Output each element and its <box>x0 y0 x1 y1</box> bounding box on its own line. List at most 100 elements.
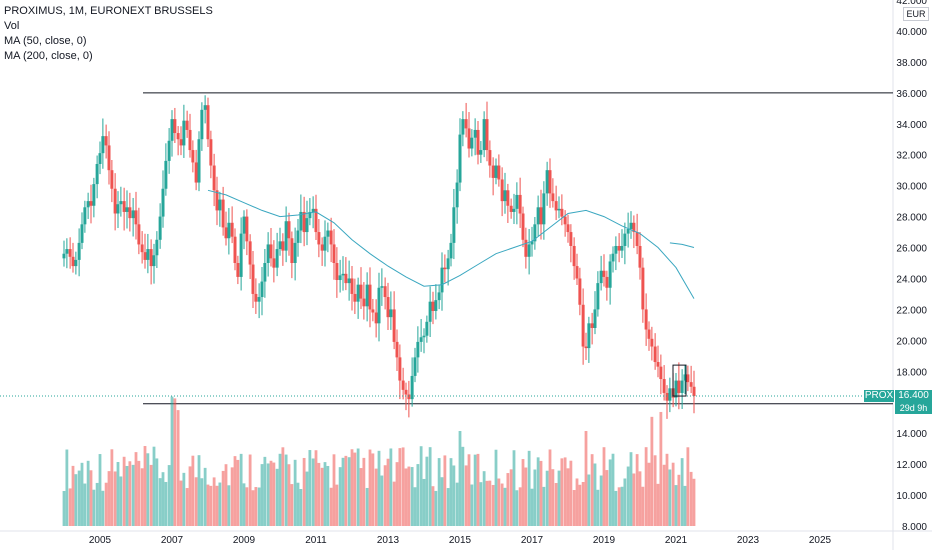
candle-body[interactable] <box>254 293 258 302</box>
candle-body[interactable] <box>665 392 669 401</box>
candle-body[interactable] <box>566 224 570 233</box>
candle-body[interactable] <box>530 241 534 245</box>
candle-body[interactable] <box>260 281 264 298</box>
candle-body[interactable] <box>182 120 186 146</box>
candle-body[interactable] <box>185 120 189 130</box>
candle-body[interactable] <box>434 300 438 311</box>
candle-body[interactable] <box>281 241 285 251</box>
candle-body[interactable] <box>518 194 522 214</box>
candle-body[interactable] <box>446 258 450 270</box>
indicator-ma50-label[interactable]: MA (50, close, 0) <box>4 35 87 47</box>
candle-body[interactable] <box>275 249 279 268</box>
candle-body[interactable] <box>620 245 624 251</box>
candle-body[interactable] <box>608 261 612 288</box>
candle-body[interactable] <box>479 150 483 155</box>
currency-label[interactable]: EUR <box>903 7 929 21</box>
candle-body[interactable] <box>506 190 510 206</box>
price-axis[interactable]: 42.000 40.000 38.000 36.000 34.000 32.000 30.0… <box>896 0 927 533</box>
candle-body[interactable] <box>413 357 417 376</box>
candle-body[interactable] <box>89 201 93 206</box>
candle-body[interactable] <box>104 136 108 146</box>
candle-body[interactable] <box>266 244 270 263</box>
candle-body[interactable] <box>614 245 618 254</box>
candle-body[interactable] <box>644 309 648 330</box>
candle-body[interactable] <box>404 389 408 395</box>
candle-body[interactable] <box>467 128 471 149</box>
candle-body[interactable] <box>209 139 213 166</box>
candle-body[interactable] <box>71 256 75 267</box>
candle-body[interactable] <box>257 297 261 302</box>
candle-body[interactable] <box>125 207 129 212</box>
candle-body[interactable] <box>98 153 102 164</box>
candle-body[interactable] <box>113 188 117 214</box>
candle-body[interactable] <box>119 201 123 205</box>
candle-body[interactable] <box>629 222 633 229</box>
candle-body[interactable] <box>140 244 144 253</box>
candle-body[interactable] <box>437 292 441 301</box>
candle-body[interactable] <box>212 165 216 191</box>
candle-body[interactable] <box>239 233 243 277</box>
candle-body[interactable] <box>536 207 540 225</box>
candle-body[interactable] <box>389 309 393 318</box>
candle-body[interactable] <box>386 297 390 318</box>
candle-body[interactable] <box>356 284 360 302</box>
candle-body[interactable] <box>527 244 531 257</box>
candle-body[interactable] <box>476 129 480 155</box>
candle-body[interactable] <box>584 346 588 349</box>
candle-body[interactable] <box>485 119 489 151</box>
candle-body[interactable] <box>167 140 171 161</box>
candle-body[interactable] <box>314 208 318 233</box>
candle-body[interactable] <box>62 253 66 259</box>
candle-body[interactable] <box>416 341 420 358</box>
candle-body[interactable] <box>593 309 597 328</box>
candle-body[interactable] <box>650 338 654 347</box>
candle-body[interactable] <box>578 278 582 305</box>
candle-body[interactable] <box>146 249 150 260</box>
time-axis[interactable]: 2005 2007 2009 2011 2013 2015 2017 2019 2021 2023… <box>89 535 832 546</box>
candle-body[interactable] <box>341 273 345 276</box>
candle-body[interactable] <box>491 165 495 178</box>
candle-body[interactable] <box>392 309 396 342</box>
candle-body[interactable] <box>74 259 78 267</box>
candle-body[interactable] <box>473 129 477 138</box>
candle-body[interactable] <box>323 236 327 251</box>
candle-body[interactable] <box>638 245 642 268</box>
candle-body[interactable] <box>317 232 321 245</box>
candle-body[interactable] <box>107 145 111 171</box>
candle-body[interactable] <box>575 266 579 279</box>
candle-body[interactable] <box>380 286 384 288</box>
candle-body[interactable] <box>233 236 237 263</box>
candle-body[interactable] <box>131 210 135 219</box>
candle-body[interactable] <box>320 244 324 251</box>
ma50-line[interactable] <box>207 189 695 299</box>
candle-body[interactable] <box>284 221 288 251</box>
candle-body[interactable] <box>509 205 513 212</box>
candle-body[interactable] <box>338 275 342 281</box>
candle-body[interactable] <box>551 193 555 202</box>
candle-body[interactable] <box>587 323 591 349</box>
candle-body[interactable] <box>236 263 240 277</box>
candle-body[interactable] <box>431 301 435 311</box>
candle-body[interactable] <box>653 346 657 363</box>
candle-body[interactable] <box>569 232 573 246</box>
candle-body[interactable] <box>383 286 387 298</box>
candle-body[interactable] <box>689 382 693 387</box>
candle-body[interactable] <box>362 298 366 307</box>
candle-body[interactable] <box>497 165 501 180</box>
candle-body[interactable] <box>329 230 333 245</box>
candle-body[interactable] <box>164 160 168 189</box>
candle-body[interactable] <box>659 366 663 380</box>
candle-body[interactable] <box>683 374 687 381</box>
candle-body[interactable] <box>158 216 162 240</box>
candle-body[interactable] <box>242 216 246 234</box>
candle-body[interactable] <box>662 379 666 393</box>
candle-body[interactable] <box>245 216 249 242</box>
candle-body[interactable] <box>401 380 405 390</box>
candle-body[interactable] <box>227 222 231 239</box>
candle-body[interactable] <box>335 263 339 281</box>
candle-body[interactable] <box>533 224 537 242</box>
candle-body[interactable] <box>143 252 147 260</box>
candle-body[interactable] <box>344 273 348 284</box>
candle-body[interactable] <box>503 190 507 202</box>
ma200-line[interactable] <box>669 242 695 248</box>
